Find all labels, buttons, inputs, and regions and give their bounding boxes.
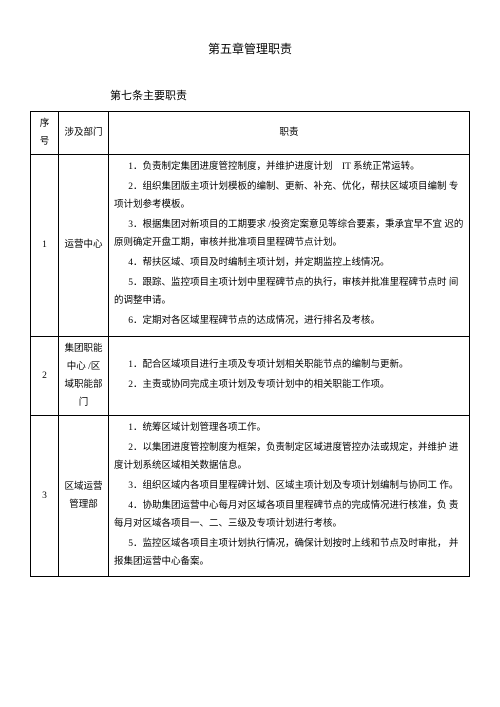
duty-item: 2．主责或协同完成主项计划及专项计划中的相关职能工作项。 [114,376,464,394]
cell-dept: 运营中心 [59,155,109,336]
cell-duty: 1．配合区域项目进行主项及专项计划相关职能节点的编制与更新。 2．主责或协同完成主… [109,336,470,415]
duty-item: 4．帮扶区域、项目及时编制主项计划，并定期监控上线情况。 [114,254,464,272]
article-title: 第七条主要职责 [110,87,470,103]
duty-item: 5．跟踪、监控项目主项计划中里程碑节点的执行，审核并批准里程碑节点时 间的调整申… [114,274,464,310]
cell-duty: 1．负责制定集团进度管控制度，并维护进度计划 IT 系统正常运转。 2．组织集团版… [109,155,470,336]
duty-item: 2．组织集团版主项计划模板的编制、更新、补充、优化，帮扶区域项目编制 专项计划参… [114,178,464,214]
duty-item: 1．负责制定集团进度管控制度，并维护进度计划 IT 系统正常运转。 [114,158,464,176]
duty-item: 2．以集团进度管控制度为框架，负责制定区域进度管控办法或规定，并维护 进度计划系… [114,439,464,475]
duty-item: 3．根据集团对新项目的工期要求 /投资定案意见等综合要素，秉承宜早不宜 迟的原则… [114,216,464,252]
cell-seq: 3 [31,415,59,576]
table-row: 3区域运营管理部 1．统筹区域计划管理各项工作。 2．以集团进度管控制度为框架，负责… [31,415,470,576]
duty-item: 3．组织区域内各项目里程碑计划、区域主项计划及专项计划编制与协同工 作。 [114,477,464,495]
cell-seq: 1 [31,155,59,336]
cell-seq: 2 [31,336,59,415]
responsibilities-table: 序号 涉及部门 职责 1运营中心1．负责制定集团进度管控制度，并维护进度计划 I… [30,111,470,577]
cell-dept: 集团职能中心 /区域职能部门 [59,336,109,415]
chapter-title: 第五章管理职责 [30,40,470,57]
header-duty: 职责 [109,112,470,155]
duty-item: 1．配合区域项目进行主项及专项计划相关职能节点的编制与更新。 [114,356,464,374]
table-row: 2集团职能中心 /区域职能部门1．配合区域项目进行主项及专项计划相关职能节点的编… [31,336,470,415]
cell-dept: 区域运营管理部 [59,415,109,576]
cell-duty: 1．统筹区域计划管理各项工作。 2．以集团进度管控制度为框架，负责制定区域进度管控… [109,415,470,576]
header-seq: 序号 [31,112,59,155]
duty-item: 5．监控区域各项目主项计划执行情况，确保计划按时上线和节点及时审批， 并报集团运… [114,535,464,571]
duty-item: 6．定期对各区域里程碑节点的达成情况，进行排名及考核。 [114,312,464,330]
duty-item: 4．协助集团运营中心每月对区域各项目里程碑节点的完成情况进行核准，负 责每月对区… [114,497,464,533]
table-row: 1运营中心 1．负责制定集团进度管控制度，并维护进度计划 IT 系统正常运转。 2．… [31,155,470,336]
duty-item: 1．统筹区域计划管理各项工作。 [114,419,464,437]
header-dept: 涉及部门 [59,112,109,155]
